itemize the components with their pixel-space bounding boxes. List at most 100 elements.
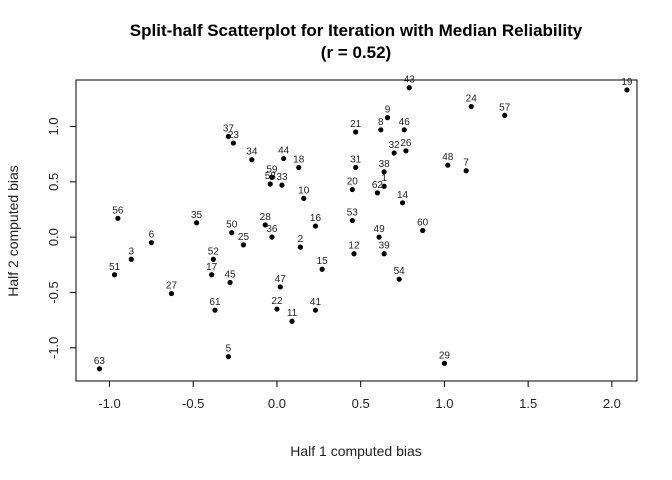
data-point — [289, 318, 295, 324]
data-point — [115, 215, 121, 221]
data-point-label: 61 — [209, 297, 221, 308]
data-point — [128, 256, 134, 262]
data-point-label: 28 — [260, 212, 272, 223]
data-point-label: 27 — [166, 281, 178, 292]
data-point-label: 8 — [378, 117, 384, 128]
data-point-label: 45 — [225, 270, 237, 281]
data-point-label: 31 — [350, 154, 362, 165]
data-point — [420, 227, 426, 234]
data-point — [441, 360, 448, 366]
data-point-label: 24 — [466, 94, 478, 105]
data-point — [240, 242, 247, 248]
data-point-label: 5 — [226, 344, 232, 355]
x-tick-label: 0.0 — [268, 396, 286, 411]
data-point-label: 2 — [298, 234, 304, 245]
chart-title: Split-half Scatterplot for Iteration wit… — [130, 21, 583, 40]
data-point-label: 50 — [226, 220, 238, 231]
data-point — [249, 157, 255, 163]
data-point-label: 54 — [394, 266, 406, 277]
data-point — [406, 85, 412, 91]
data-point — [168, 290, 175, 297]
data-point — [209, 272, 215, 278]
x-axis: -1.0 -0.5 0.0 0.5 1.0 1.5 2.0 — [98, 381, 621, 411]
data-point-label: 18 — [293, 154, 305, 165]
x-tick-label: -1.0 — [98, 396, 120, 411]
data-point — [376, 234, 382, 240]
data-point — [378, 127, 384, 133]
y-tick-label: 0.0 — [46, 228, 61, 246]
data-point — [401, 127, 407, 133]
data-point-label: 52 — [208, 246, 220, 257]
data-point — [225, 354, 231, 360]
data-point — [148, 240, 154, 246]
data-point-label: 32 — [389, 140, 401, 151]
plot-frame — [75, 79, 638, 382]
data-point — [269, 174, 275, 180]
data-point-label: 49 — [374, 224, 386, 235]
data-point-label: 1 — [381, 173, 387, 184]
data-point — [269, 234, 275, 240]
y-tick-label: -0.5 — [46, 281, 61, 303]
data-point — [349, 186, 355, 193]
data-point — [312, 307, 319, 313]
x-tick-label: 1.5 — [519, 396, 537, 411]
data-point-label: 60 — [417, 218, 429, 229]
data-point — [353, 164, 359, 171]
data-point-label: 47 — [275, 274, 287, 285]
data-point-label: 9 — [385, 105, 391, 116]
data-point — [230, 140, 237, 146]
data-point-label: 62 — [372, 180, 384, 191]
data-point-label: 25 — [238, 232, 250, 243]
data-point-label: 53 — [347, 208, 359, 219]
data-point — [445, 162, 451, 168]
data-point-label: 33 — [276, 172, 288, 183]
x-tick-label: 0.5 — [352, 396, 370, 411]
data-point — [396, 276, 402, 282]
data-point — [403, 148, 409, 154]
data-point — [212, 307, 218, 313]
data-point — [281, 155, 287, 162]
data-point-label: 59 — [266, 164, 278, 175]
data-point — [399, 200, 406, 206]
data-point — [381, 183, 387, 189]
data-point-label: 21 — [350, 119, 362, 130]
data-point-label: 43 — [404, 75, 416, 86]
data-point-label: 38 — [379, 159, 391, 170]
data-point-label: 57 — [499, 102, 511, 113]
data-point — [96, 366, 103, 372]
data-point — [391, 150, 397, 156]
data-point — [319, 266, 325, 272]
y-tick-label: 1.0 — [46, 117, 61, 135]
data-point — [274, 306, 280, 312]
data-point — [463, 168, 469, 174]
data-point — [210, 256, 216, 262]
data-point-label: 7 — [463, 158, 469, 169]
data-point — [301, 195, 307, 202]
data-point-label: 58 — [265, 171, 277, 182]
data-point-label: 56 — [112, 205, 124, 216]
data-point — [624, 87, 630, 93]
data-point — [312, 223, 319, 229]
data-point — [193, 220, 200, 226]
data-point — [227, 279, 233, 286]
data-point-label: 26 — [400, 138, 412, 149]
x-tick-label: -0.5 — [182, 396, 204, 411]
data-point-label: 48 — [442, 152, 454, 163]
data-point-label: 51 — [109, 262, 121, 273]
data-point — [279, 182, 285, 188]
y-tick-label: 0.5 — [46, 173, 61, 191]
data-point-label: 6 — [149, 230, 155, 241]
data-point — [229, 230, 235, 236]
data-point-label: 34 — [246, 147, 258, 158]
data-point — [111, 272, 118, 278]
data-point — [502, 112, 508, 119]
x-tick-label: 2.0 — [603, 396, 621, 411]
data-point-label: 39 — [379, 241, 391, 252]
data-point-label: 19 — [621, 77, 633, 88]
data-point-label: 23 — [228, 130, 240, 141]
data-point-label: 46 — [399, 117, 411, 128]
y-axis: -1.0 -0.5 0.0 0.5 1.0 — [46, 117, 76, 359]
data-point-label: 14 — [397, 190, 409, 201]
